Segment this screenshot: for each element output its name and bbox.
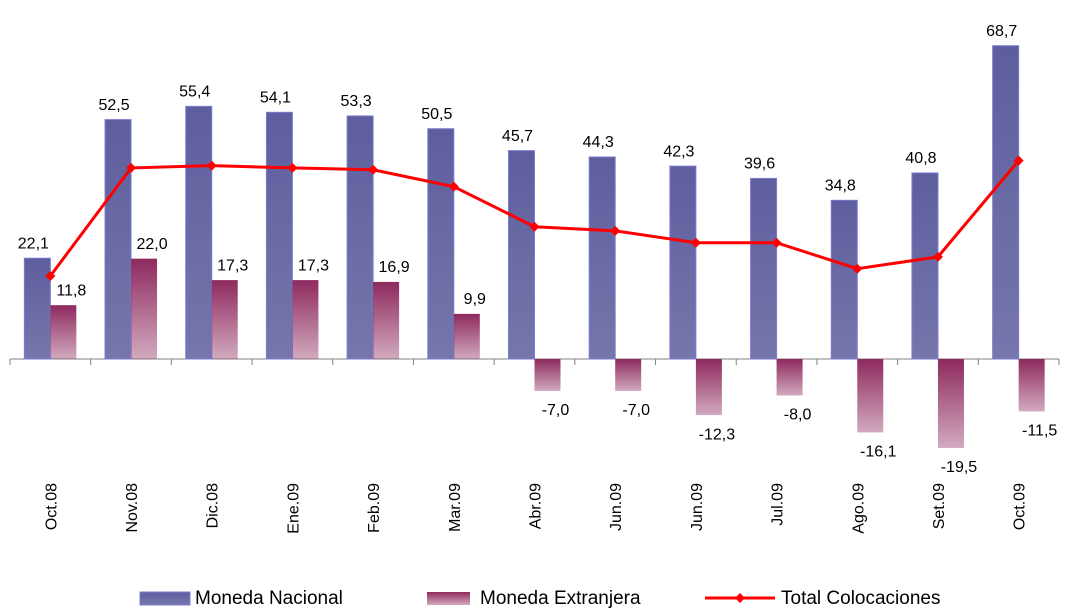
- bar: [857, 359, 884, 433]
- bar: [23, 257, 51, 360]
- x-tick-label: Abr.09: [528, 483, 545, 529]
- x-tick-label: Jun.09: [689, 483, 706, 531]
- bar: [292, 280, 319, 359]
- x-tick-label: Feb.09: [366, 483, 383, 533]
- line-marker: [448, 181, 459, 192]
- x-tick-label: Nov.08: [124, 483, 141, 533]
- data-label: 45,7: [502, 128, 533, 145]
- data-label: -7,0: [542, 402, 570, 419]
- data-label: 53,3: [341, 93, 372, 110]
- line-marker: [287, 162, 298, 173]
- data-label: 16,9: [379, 259, 410, 276]
- x-tick-label: Ago.09: [850, 483, 867, 534]
- bar: [453, 313, 480, 359]
- bar: [346, 115, 374, 360]
- x-tick-label: Jul.09: [770, 483, 787, 526]
- bar: [992, 45, 1020, 360]
- bar: [695, 359, 722, 416]
- x-tick-label: Set.09: [931, 483, 948, 529]
- line-marker: [932, 251, 943, 262]
- bar: [508, 150, 535, 360]
- line-marker: [771, 237, 782, 248]
- bar: [776, 359, 803, 396]
- data-label: -8,0: [784, 407, 812, 424]
- data-label: 50,5: [421, 106, 452, 123]
- data-label: 68,7: [986, 23, 1017, 40]
- line-marker: [45, 271, 56, 282]
- legend-marker: [735, 593, 745, 603]
- data-label: 22,0: [136, 236, 167, 253]
- x-tick-label: Oct.08: [43, 483, 60, 530]
- data-label: 9,9: [464, 291, 486, 308]
- line-marker: [852, 263, 863, 274]
- line-marker: [529, 221, 540, 232]
- x-tick-label: Ene.09: [285, 483, 302, 534]
- data-label: 40,8: [905, 150, 936, 167]
- bar: [937, 359, 964, 448]
- data-label: 52,5: [98, 97, 129, 114]
- legend-swatch: [427, 592, 470, 605]
- data-label: -19,5: [941, 459, 978, 476]
- data-label: 17,3: [217, 257, 248, 274]
- data-label: 44,3: [583, 134, 614, 151]
- data-label: 11,8: [56, 282, 86, 299]
- bar: [373, 281, 400, 359]
- bar: [427, 128, 455, 360]
- data-label: -16,1: [860, 444, 897, 461]
- bar: [265, 111, 293, 360]
- bar: [669, 165, 697, 360]
- bar: [50, 305, 77, 359]
- data-label: 54,1: [260, 90, 291, 107]
- bar: [211, 280, 238, 359]
- legend-label: Moneda Extranjera: [480, 588, 641, 609]
- bar: [911, 172, 939, 360]
- legend-label: Total Colocaciones: [781, 588, 940, 609]
- bar: [615, 359, 642, 391]
- line-marker: [1013, 155, 1024, 166]
- line-marker: [690, 237, 701, 248]
- bar: [185, 105, 213, 360]
- data-label: 39,6: [744, 156, 775, 173]
- bar: [588, 156, 616, 360]
- bar: [830, 199, 858, 360]
- data-label: 55,4: [179, 84, 210, 101]
- data-label: 22,1: [18, 235, 49, 252]
- data-label: 34,8: [825, 178, 856, 195]
- line-marker: [610, 225, 621, 236]
- data-label: -7,0: [622, 402, 650, 419]
- line-marker: [206, 160, 217, 171]
- x-tick-label: Jun.09: [608, 483, 625, 531]
- bar: [131, 258, 158, 359]
- bar: [750, 177, 778, 360]
- x-tick-label: Dic.08: [205, 483, 222, 528]
- bar: [534, 359, 561, 391]
- data-label: 17,3: [298, 257, 329, 274]
- x-tick-label: Mar.09: [447, 483, 464, 532]
- legend-swatch: [139, 591, 191, 606]
- data-label: 42,3: [663, 143, 694, 160]
- line-marker: [126, 162, 137, 173]
- line-marker: [368, 164, 379, 175]
- bar: [104, 119, 132, 360]
- x-tick-label: Oct.09: [1012, 483, 1029, 530]
- data-label: -12,3: [699, 426, 736, 443]
- legend-label: Moneda Nacional: [195, 588, 343, 609]
- data-label: -11,5: [1022, 423, 1057, 440]
- bar: [1018, 359, 1045, 412]
